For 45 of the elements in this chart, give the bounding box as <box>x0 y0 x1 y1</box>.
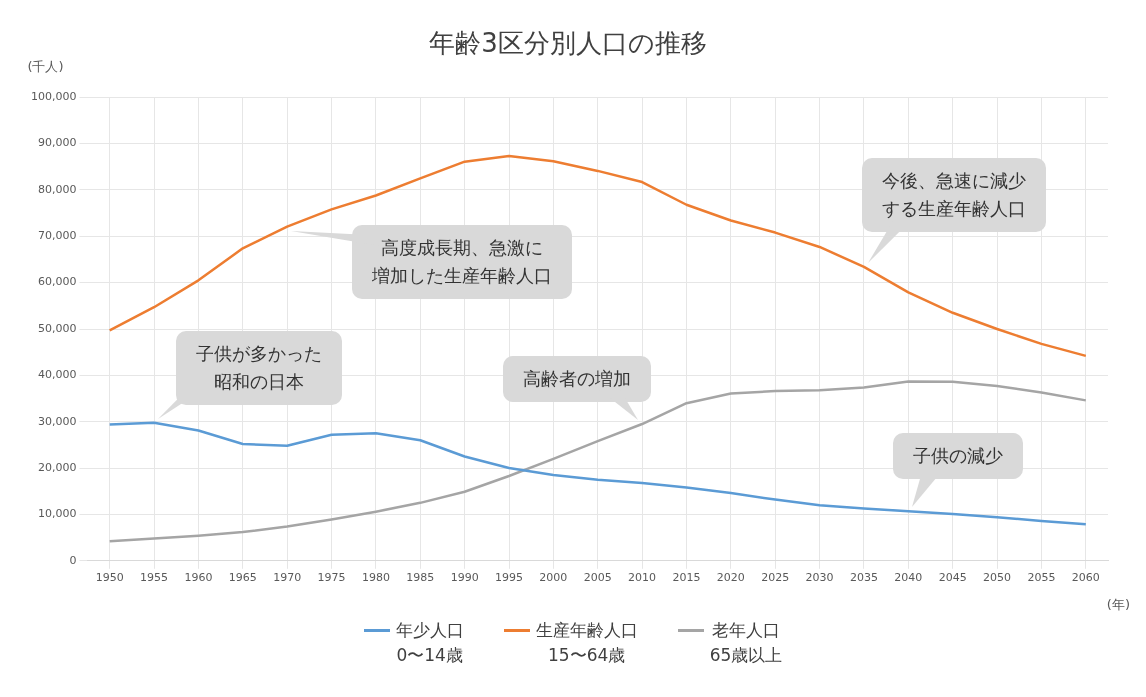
x-tick-label: 1990 <box>450 571 479 585</box>
x-tick-label: 1980 <box>361 571 390 585</box>
annotation: 今後、急速に減少する生産年齢人口 <box>880 168 1027 221</box>
x-tick-label: 2040 <box>894 571 923 585</box>
x-tick-label: 1960 <box>184 571 213 585</box>
legend-label: 年少人口 0〜14歳 <box>395 619 464 667</box>
legend-label: 生産年齢人口 15〜64歳 <box>535 619 638 667</box>
x-tick-label: 1970 <box>273 571 302 585</box>
y-tick-label: 0 <box>69 553 77 567</box>
x-tick-label: 1950 <box>95 571 124 585</box>
x-tick-label: 2015 <box>672 571 701 585</box>
x-tick-label: 1975 <box>317 571 346 585</box>
y-tick-label: 90,000 <box>37 136 77 150</box>
x-tick-label: 2055 <box>1027 571 1056 585</box>
annotation: 子供が多かった昭和の日本 <box>195 341 324 394</box>
chart-title: 年齢3区分別人口の推移 <box>429 28 707 59</box>
x-tick-label: 2000 <box>539 571 568 585</box>
x-tick-label: 1965 <box>228 571 257 585</box>
x-tick-label: 2030 <box>805 571 834 585</box>
x-tick-label: 2005 <box>583 571 612 585</box>
y-tick-label: 60,000 <box>37 275 77 289</box>
x-tick-label: 1985 <box>406 571 435 585</box>
x-tick-label: 1995 <box>495 571 523 585</box>
x-tick-label: 2060 <box>1071 571 1100 585</box>
y-tick-label: 10,000 <box>37 507 77 521</box>
y-tick-label: 30,000 <box>37 414 77 428</box>
x-tick-label: 1955 <box>140 571 169 585</box>
y-tick-label: 20,000 <box>37 460 77 474</box>
x-tick-label: 2045 <box>938 571 967 585</box>
legend-label: 老年人口 65歳以上 <box>709 619 783 667</box>
annotation: 高齢者の増加 <box>522 367 633 392</box>
y-tick-label: 40,000 <box>37 368 77 382</box>
y-axis-title: (千人) <box>27 58 64 74</box>
x-tick-label: 2025 <box>761 571 790 585</box>
x-tick-label: 2010 <box>628 571 657 585</box>
annotation: 子供の減少 <box>912 444 1005 469</box>
x-tick-label: 2020 <box>716 571 745 585</box>
y-tick-label: 80,000 <box>37 182 77 196</box>
y-tick-label: 100,000 <box>30 90 77 104</box>
x-tick-label: 2050 <box>983 571 1012 585</box>
x-tick-label: 2035 <box>849 571 878 585</box>
y-tick-label: 70,000 <box>37 229 77 243</box>
y-tick-label: 50,000 <box>37 321 77 335</box>
x-axis-title: (年) <box>1106 597 1130 613</box>
annotation: 高度成長期、急激に増加した生産年齢人口 <box>371 235 554 288</box>
